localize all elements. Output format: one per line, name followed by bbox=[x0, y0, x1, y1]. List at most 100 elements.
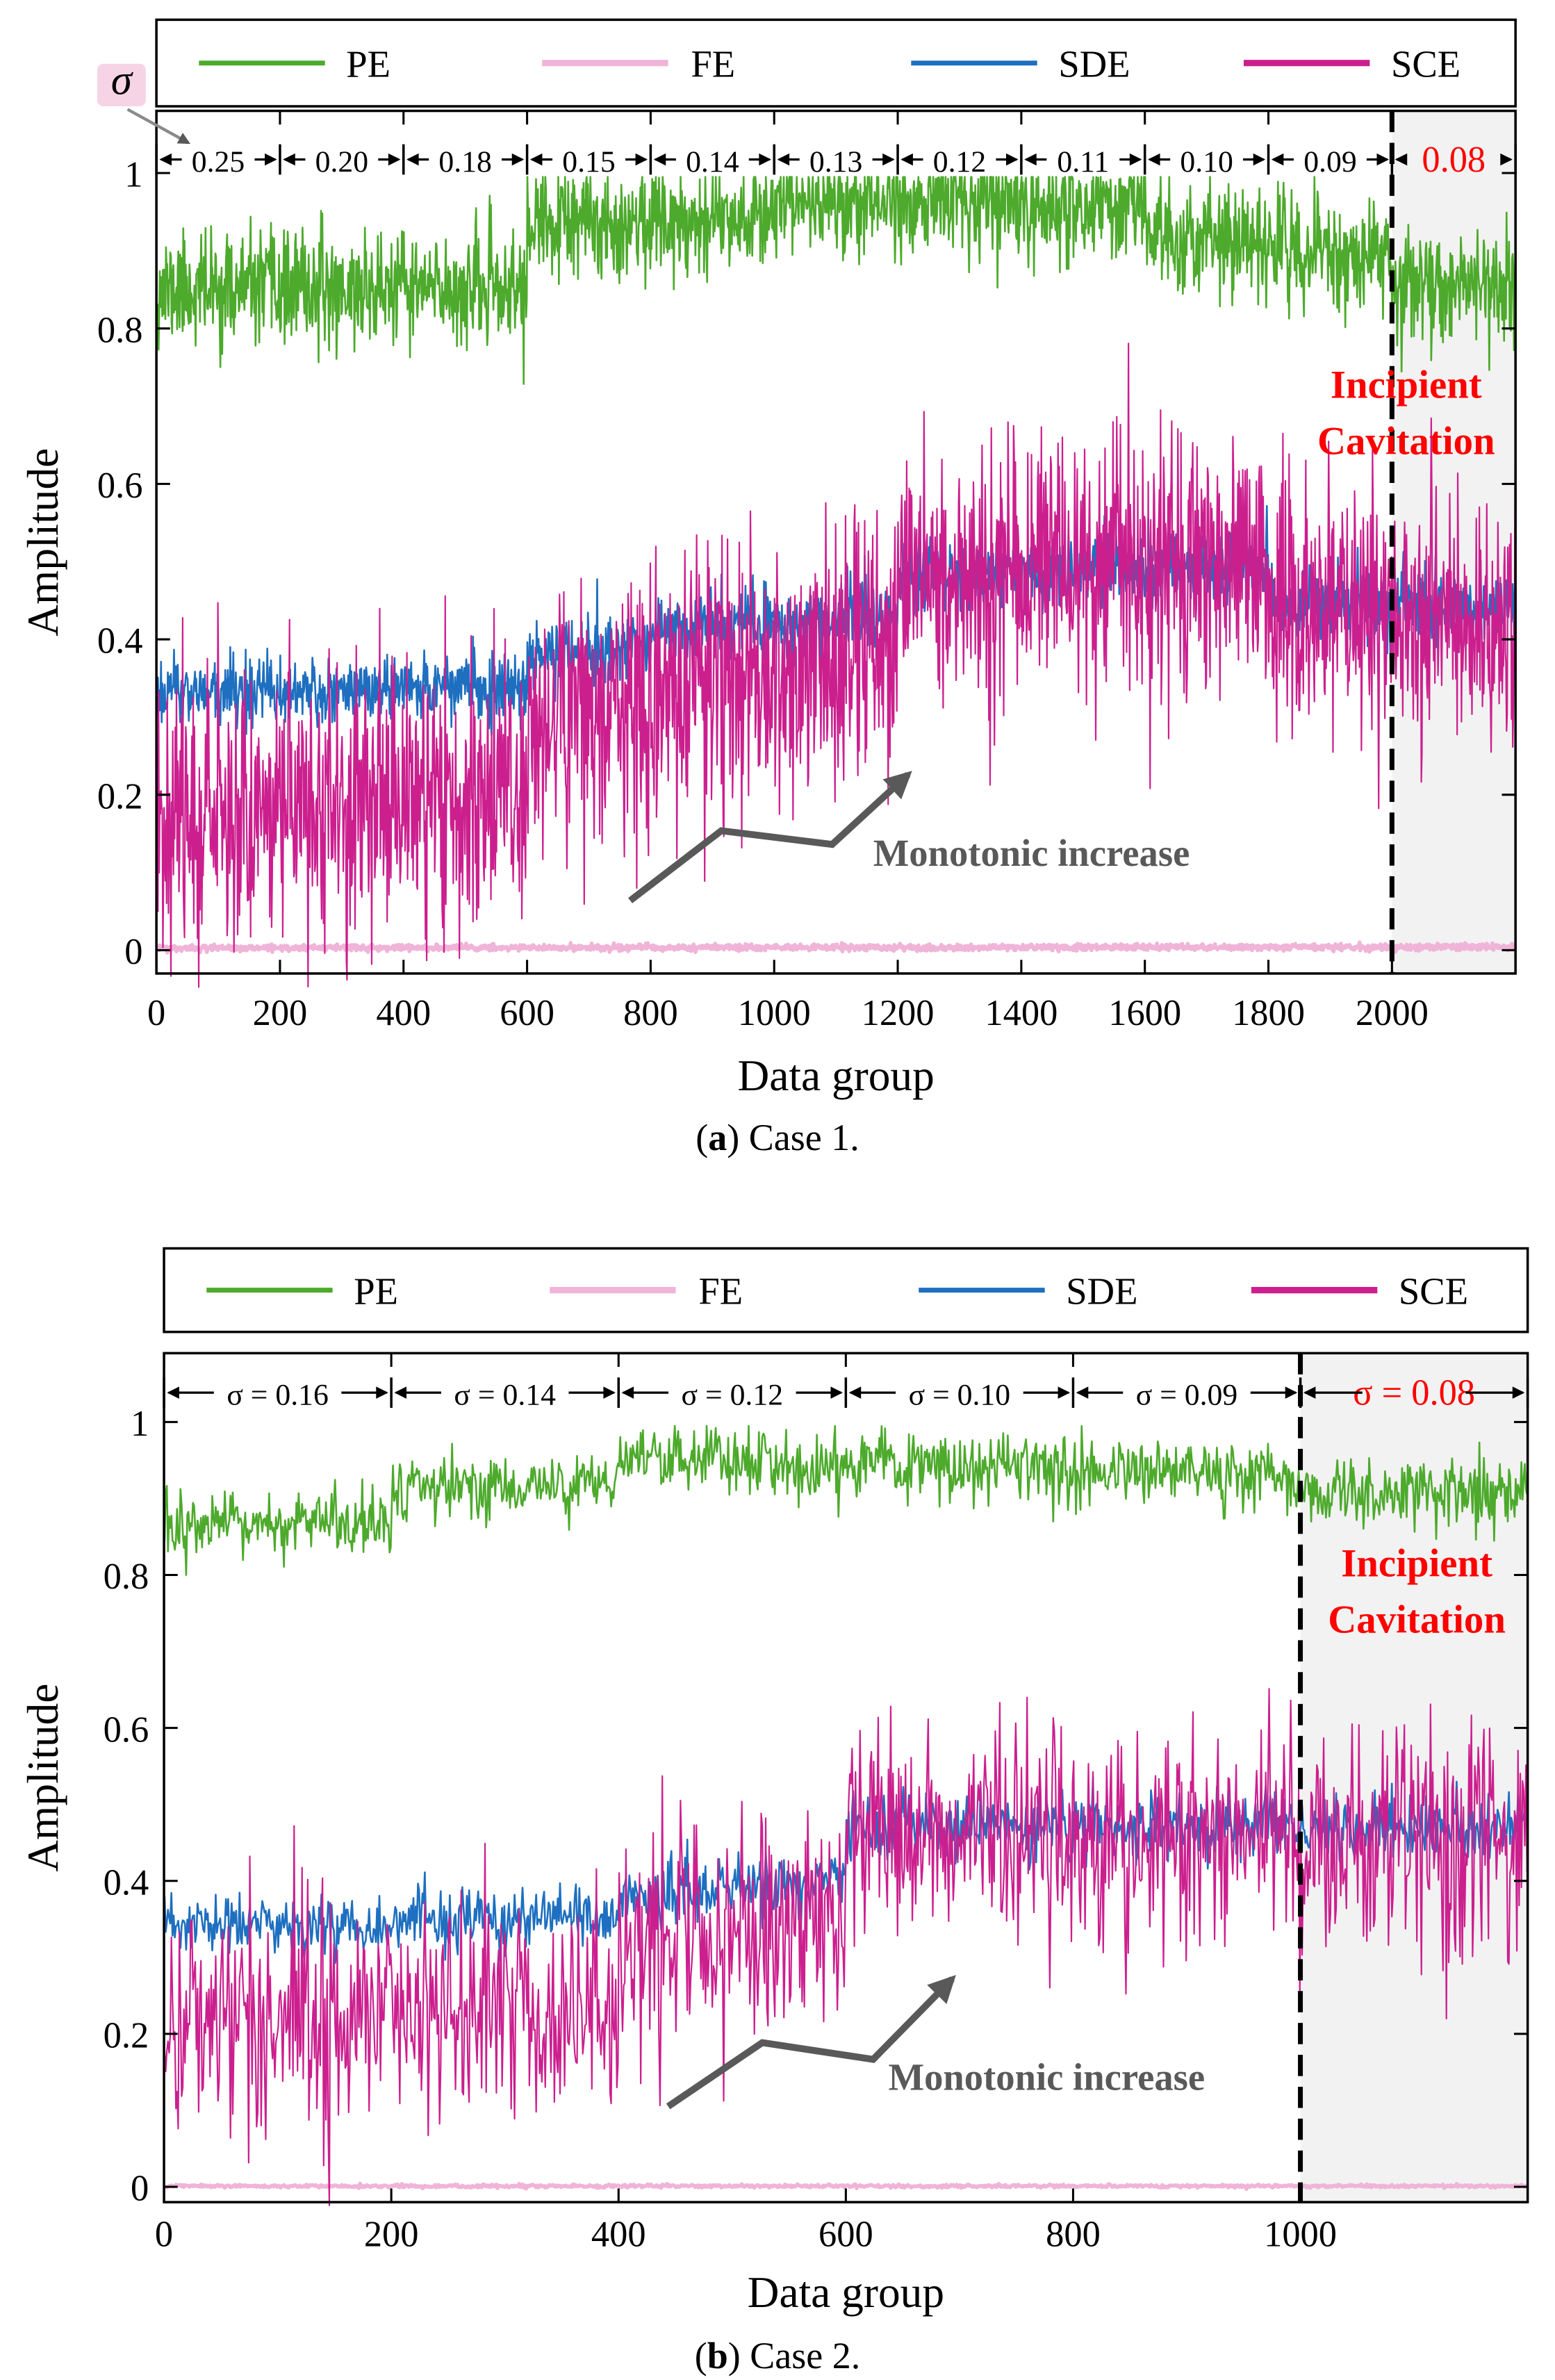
sigma-segment-label: σ = 0.09 bbox=[1136, 1379, 1238, 1412]
y-tick-label: 0 bbox=[131, 2169, 149, 2209]
legend-label-sde: SDE bbox=[1058, 42, 1130, 85]
sigma-marker-arrow bbox=[126, 108, 191, 145]
sigma-segment-arrowhead bbox=[1285, 1386, 1298, 1399]
sigma-segment-label: σ = 0.12 bbox=[682, 1379, 784, 1412]
sigma-segment-arrowhead bbox=[1024, 153, 1037, 166]
sigma-segment-arrowhead bbox=[900, 153, 913, 166]
sigma-segment-arrowhead bbox=[529, 153, 543, 166]
y-tick-label: 0.8 bbox=[97, 310, 143, 350]
sigma-segment-arrowhead bbox=[388, 153, 401, 166]
y-tick-label: 0.8 bbox=[104, 1557, 149, 1597]
y-tick-label: 0 bbox=[124, 932, 142, 972]
monotonic-increase-arrow bbox=[628, 771, 912, 903]
x-axis-label: Data group bbox=[748, 2268, 944, 2317]
sigma-segment-arrowhead bbox=[1006, 153, 1019, 166]
incipient-label-line1: Incipient bbox=[1341, 1542, 1492, 1586]
sigma-segment-label: 0.09 bbox=[1303, 145, 1356, 179]
x-tick-label: 1000 bbox=[738, 993, 811, 1033]
sigma-segment-label: σ = 0.08 bbox=[1353, 1373, 1475, 1413]
sigma-segment-arrowhead bbox=[167, 1386, 179, 1399]
sigma-segment-arrowhead bbox=[1253, 153, 1266, 166]
sigma-segment-label: 0.25 bbox=[192, 145, 245, 179]
sigma-segment-arrowhead bbox=[777, 153, 790, 166]
x-tick-label: 1400 bbox=[985, 993, 1058, 1033]
sigma-segment-arrowhead bbox=[603, 1386, 616, 1399]
sigma-segment-arrowhead bbox=[283, 153, 295, 166]
x-tick-label: 0 bbox=[155, 2214, 173, 2254]
panel-b-caption: (b) Case 2. bbox=[695, 2335, 860, 2377]
x-tick-label: 0 bbox=[147, 993, 165, 1033]
sigma-segment-arrowhead bbox=[1129, 153, 1142, 166]
sigma-segment-label: 0.11 bbox=[1057, 145, 1109, 179]
x-tick-label: 1200 bbox=[862, 993, 935, 1033]
x-axis-label: Data group bbox=[737, 1051, 934, 1100]
panel-a-caption: (a) Case 1. bbox=[696, 1117, 859, 1158]
sigma-segment-label: 0.12 bbox=[933, 145, 986, 179]
sigma-segment-arrowhead bbox=[1058, 1386, 1071, 1399]
sigma-segment-arrowhead bbox=[635, 153, 648, 166]
x-tick-label: 2000 bbox=[1356, 993, 1429, 1033]
y-tick-label: 1 bbox=[124, 155, 142, 195]
monotonic-increase-label: Monotonic increase bbox=[873, 832, 1190, 874]
monotonic-increase-label: Monotonic increase bbox=[889, 2055, 1206, 2098]
sigma-marker-label: σ bbox=[111, 57, 134, 104]
sigma-marker-badge bbox=[97, 63, 146, 106]
y-axis-label: Amplitude bbox=[19, 1684, 67, 1872]
x-tick-label: 1600 bbox=[1108, 993, 1181, 1033]
sigma-segment-arrowhead bbox=[848, 1386, 862, 1399]
sigma-segment-arrowhead bbox=[511, 153, 525, 166]
sigma-segment-arrowhead bbox=[265, 153, 277, 166]
sigma-segment-arrowhead bbox=[1076, 1386, 1089, 1399]
monotonic-increase-arrow bbox=[666, 1975, 956, 2110]
y-tick-label: 0.2 bbox=[104, 2016, 149, 2056]
incipient-label-line2: Cavitation bbox=[1328, 1598, 1506, 1641]
sigma-segment-label: 0.08 bbox=[1422, 140, 1486, 180]
x-tick-label: 600 bbox=[500, 993, 554, 1033]
sigma-segment-label: σ = 0.16 bbox=[227, 1379, 329, 1412]
panel-b-chart: 0 0.2 0.4 0.6 0.8 1 0 200 400 600 800 1000 Data grou… bbox=[19, 1247, 1529, 2317]
sigma-segment-label: σ = 0.14 bbox=[454, 1379, 556, 1412]
sigma-segment-label: 0.18 bbox=[438, 145, 491, 179]
y-tick-label: 0.4 bbox=[104, 1862, 149, 1903]
sigma-segment-arrowhead bbox=[159, 153, 172, 166]
sigma-segment-label: 0.15 bbox=[562, 145, 615, 179]
x-tick-label: 400 bbox=[591, 2214, 646, 2254]
y-tick-label: 1 bbox=[131, 1404, 149, 1444]
series-line-sce bbox=[156, 343, 1516, 988]
y-tick-label: 0.2 bbox=[97, 776, 143, 816]
sigma-segment-arrowhead bbox=[882, 153, 895, 166]
sigma-segment-arrowhead bbox=[406, 153, 419, 166]
x-tick-label: 600 bbox=[818, 2214, 873, 2254]
sigma-segment-arrowhead bbox=[1148, 153, 1160, 166]
x-tick-label: 400 bbox=[376, 993, 431, 1033]
legend-label-sce: SCE bbox=[1399, 1270, 1468, 1312]
sigma-segment-arrowhead bbox=[376, 1386, 388, 1399]
sigma-segment-arrowhead bbox=[621, 1386, 634, 1399]
sigma-segment-label: 0.13 bbox=[809, 145, 862, 179]
sigma-segment-arrowhead bbox=[1376, 153, 1389, 166]
legend-label-pe: PE bbox=[346, 42, 390, 85]
sigma-segment-arrowhead bbox=[653, 153, 666, 166]
x-tick-label: 1000 bbox=[1264, 2214, 1337, 2254]
legend-label-fe: FE bbox=[698, 1270, 743, 1312]
legend-label-sce: SCE bbox=[1391, 42, 1461, 85]
sigma-segment-arrowhead bbox=[1271, 153, 1284, 166]
legend-label-pe: PE bbox=[354, 1270, 398, 1312]
sigma-segment-label: 0.10 bbox=[1180, 145, 1233, 179]
sigma-segment-arrowhead bbox=[1500, 153, 1513, 166]
incipient-label-line1: Incipient bbox=[1331, 363, 1482, 407]
panel-a-chart: 0 0.2 0.4 0.6 0.8 1 0 200 400 600 800 1000 1200 1400 1… bbox=[19, 18, 1517, 1100]
x-tick-label: 800 bbox=[623, 993, 678, 1033]
panel-b-scaled-group: 0 0.2 0.4 0.6 0.8 1 0 200 400 600 800 1000 Data grou… bbox=[19, 1247, 1529, 2317]
sigma-segment-label: 0.14 bbox=[686, 145, 739, 179]
y-axis-label: Amplitude bbox=[19, 448, 67, 637]
series-line-fe bbox=[155, 940, 1517, 955]
y-tick-label: 0.6 bbox=[97, 466, 143, 506]
x-tick-label: 800 bbox=[1046, 2214, 1101, 2254]
y-tick-label: 0.6 bbox=[104, 1709, 149, 1750]
legend-box bbox=[163, 1247, 1529, 1333]
sigma-segment-label: 0.20 bbox=[315, 145, 368, 179]
sigma-segment-arrowhead bbox=[1394, 153, 1408, 166]
sigma-segment-arrowhead bbox=[830, 1386, 843, 1399]
